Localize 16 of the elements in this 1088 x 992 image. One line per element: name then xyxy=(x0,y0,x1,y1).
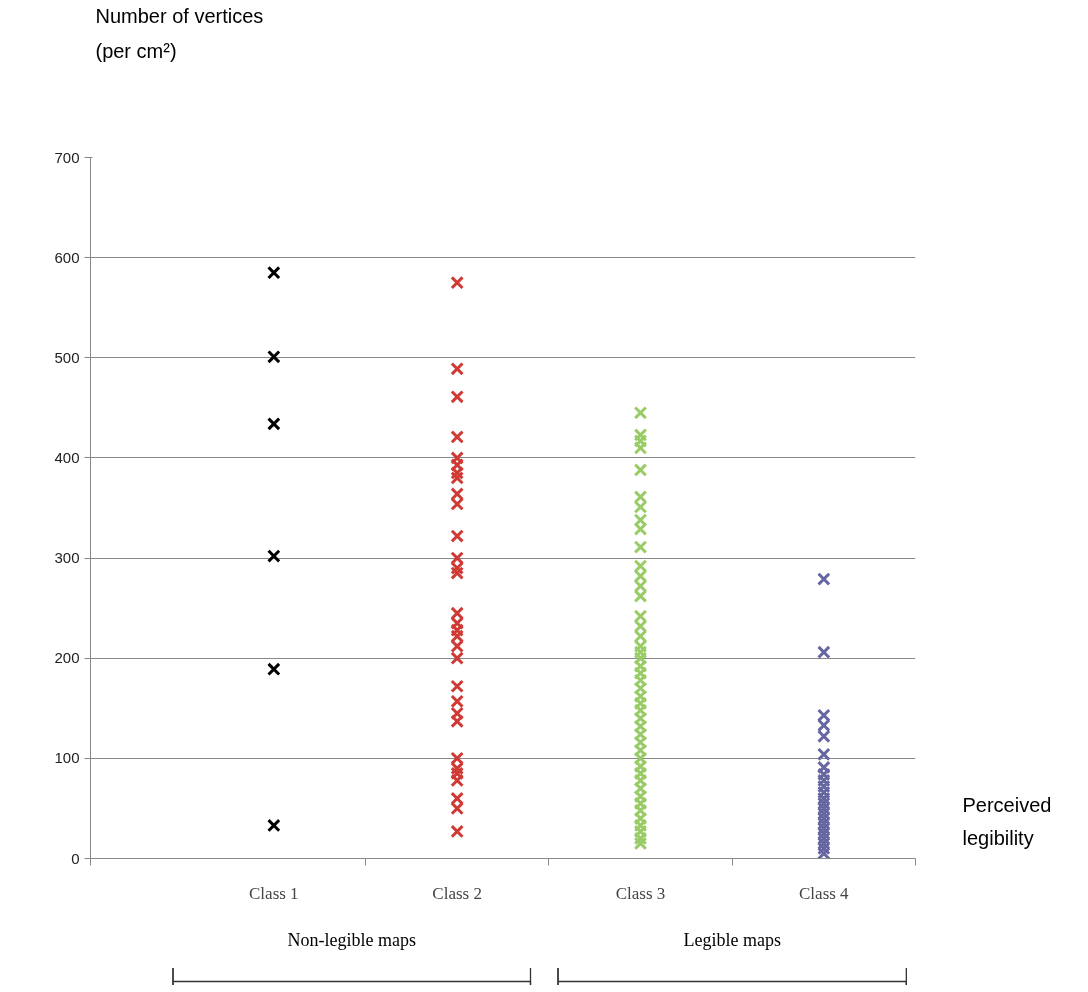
x-tick-label: Class 2 xyxy=(432,883,482,903)
y-axis-title: Number of vertices (per cm²) xyxy=(95,4,264,63)
x-tick-label: Class 3 xyxy=(615,883,666,903)
y-tick-label: 400 xyxy=(54,448,80,466)
y-tick-label: 300 xyxy=(54,549,80,567)
y-tick-label: 500 xyxy=(54,348,80,366)
y-tick-label: 200 xyxy=(54,649,80,667)
y-tick-label: 600 xyxy=(54,248,80,266)
y-tick-label: 0 xyxy=(71,849,80,867)
y-tick-label: 100 xyxy=(54,749,80,767)
text: Non-legible maps xyxy=(287,929,416,950)
x-tick-label: Class 4 xyxy=(799,883,850,903)
x-axis-title: Perceived legibility xyxy=(962,794,1052,850)
text: Legible maps xyxy=(683,929,781,950)
x-tick-label: Class 1 xyxy=(249,883,299,903)
y-tick-label: 700 xyxy=(54,148,80,166)
